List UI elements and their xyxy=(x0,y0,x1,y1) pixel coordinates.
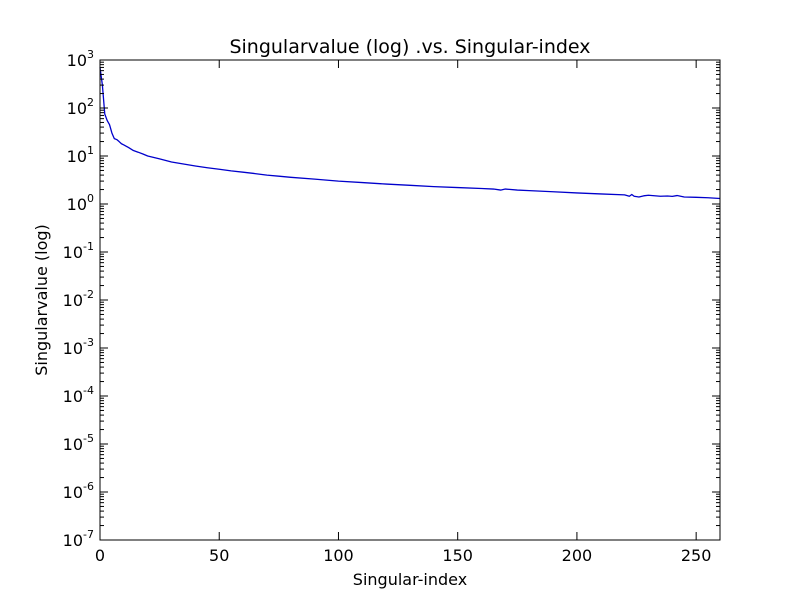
y-tick-label: 10-7 xyxy=(63,528,94,550)
series-line-0 xyxy=(99,67,721,200)
y-tick-label: 10-2 xyxy=(63,288,94,310)
y-tick-label: 100 xyxy=(67,192,94,214)
x-tick-label: 250 xyxy=(681,546,712,565)
x-tick-label: 0 xyxy=(95,546,105,565)
y-tick-label: 10-4 xyxy=(63,384,94,406)
plot-area xyxy=(99,67,721,200)
y-tick-label: 10-5 xyxy=(63,432,94,454)
x-tick-label: 150 xyxy=(442,546,473,565)
x-axis-ticks: 0 50 100 150 200 250 xyxy=(95,60,712,565)
y-tick-label: 102 xyxy=(67,96,94,118)
axes-frame xyxy=(99,59,721,541)
y-tick-label: 10-1 xyxy=(63,240,94,262)
x-tick-label: 50 xyxy=(209,546,229,565)
x-tick-label: 200 xyxy=(562,546,593,565)
y-axis-label: Singularvalue (log) xyxy=(32,224,51,376)
y-tick-label: 101 xyxy=(67,144,94,166)
y-axis-ticks: 10-7 10-6 10-5 10-4 10-3 10-2 10-1 100 101 102 103 xyxy=(63,48,720,550)
x-axis-label: Singular-index xyxy=(353,570,467,589)
chart-title: Singularvalue (log) .vs. Singular-index xyxy=(229,36,590,58)
x-tick-label: 100 xyxy=(323,546,354,565)
y-tick-label: 103 xyxy=(67,48,94,70)
y-tick-label: 10-6 xyxy=(63,480,94,502)
y-tick-label: 10-3 xyxy=(63,336,94,358)
